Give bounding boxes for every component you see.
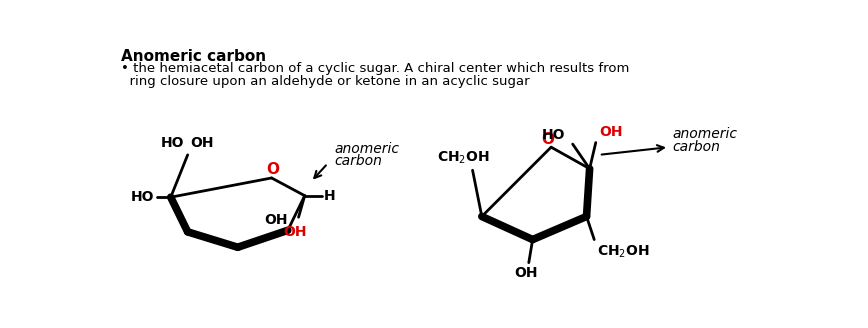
Text: H: H	[324, 189, 336, 203]
Text: HO: HO	[130, 190, 154, 204]
Text: anomeric: anomeric	[673, 127, 738, 141]
Text: • the hemiacetal carbon of a cyclic sugar. A chiral center which results from: • the hemiacetal carbon of a cyclic suga…	[121, 62, 629, 75]
Text: HO: HO	[542, 128, 565, 142]
Text: CH$_2$OH: CH$_2$OH	[597, 244, 650, 260]
Text: OH: OH	[190, 135, 214, 150]
Text: CH$_2$OH: CH$_2$OH	[437, 150, 490, 166]
Text: carbon: carbon	[334, 154, 382, 168]
Text: carbon: carbon	[673, 140, 720, 154]
Text: OH: OH	[599, 125, 622, 139]
Text: O: O	[266, 162, 279, 177]
Text: OH: OH	[264, 213, 288, 227]
Text: Anomeric carbon: Anomeric carbon	[121, 49, 266, 64]
Text: HO: HO	[161, 136, 184, 150]
Text: OH: OH	[515, 266, 538, 280]
Text: OH: OH	[284, 225, 307, 239]
Text: O: O	[542, 132, 555, 147]
Text: anomeric: anomeric	[334, 142, 399, 156]
Text: ring closure upon an aldehyde or ketone in an acyclic sugar: ring closure upon an aldehyde or ketone …	[121, 75, 529, 88]
